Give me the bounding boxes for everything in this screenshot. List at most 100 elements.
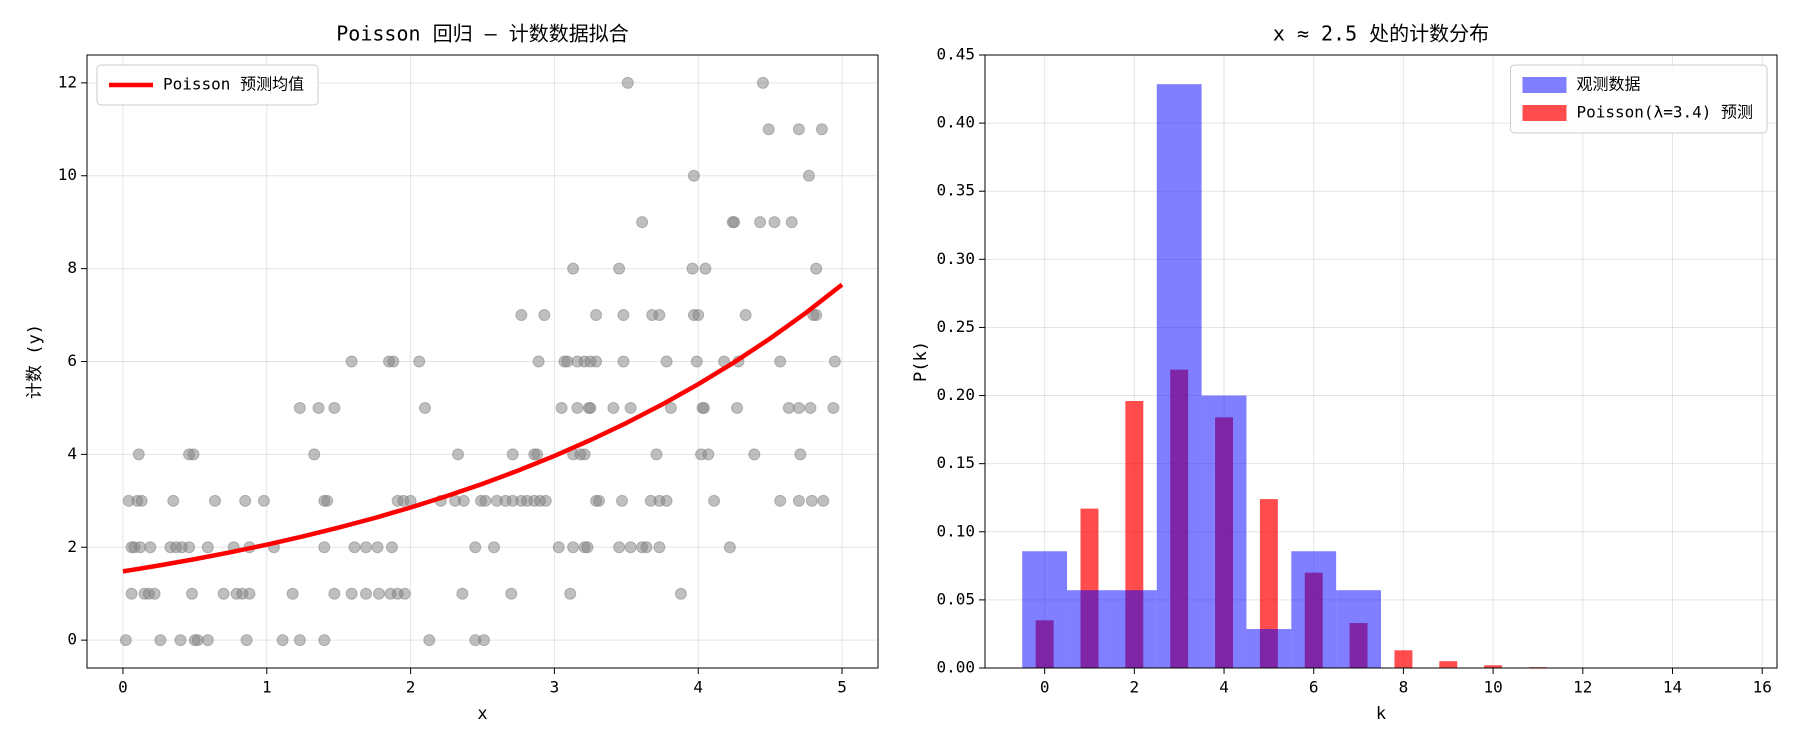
point [293, 401, 306, 414]
point [208, 494, 221, 507]
y-tick-label: 0.10 [936, 521, 975, 540]
point [731, 401, 744, 414]
point [217, 587, 230, 600]
y-tick-label: 0.45 [936, 45, 975, 64]
x-tick-label: 14 [1663, 678, 1682, 697]
point [660, 355, 673, 368]
point [664, 401, 677, 414]
point [345, 587, 358, 600]
point [708, 494, 721, 507]
point [119, 634, 132, 647]
histogram-bar [1336, 590, 1381, 668]
point [728, 216, 741, 229]
point [371, 541, 384, 554]
point [452, 448, 465, 461]
x-tick-label: 12 [1573, 678, 1592, 697]
point [590, 309, 603, 322]
point [584, 401, 597, 414]
point [479, 494, 492, 507]
y-tick-label: 12 [58, 72, 77, 91]
bar [1394, 650, 1413, 668]
point [318, 634, 331, 647]
point [418, 401, 431, 414]
point [723, 541, 736, 554]
point [532, 355, 545, 368]
point [539, 494, 552, 507]
point [185, 587, 198, 600]
point [827, 401, 840, 414]
point [276, 634, 289, 647]
point [748, 448, 761, 461]
histogram-bar [1022, 551, 1068, 668]
point [817, 494, 830, 507]
point [183, 541, 196, 554]
histogram-bar [1201, 395, 1247, 668]
point [312, 401, 325, 414]
point [286, 587, 299, 600]
histogram-bar [1111, 590, 1157, 668]
legend-box [1510, 64, 1768, 134]
point [754, 216, 767, 229]
x-tick-label: 1 [262, 678, 272, 697]
y-tick-label: 0.15 [936, 453, 975, 472]
point [624, 541, 637, 554]
point [567, 262, 580, 275]
point [488, 541, 501, 554]
point [592, 494, 605, 507]
point [804, 401, 817, 414]
chart-title: x ≈ 2.5 处的计数分布 [1273, 22, 1489, 46]
legend-label: Poisson 预测均值 [163, 75, 304, 94]
point [174, 634, 187, 647]
point [413, 355, 426, 368]
point [457, 494, 470, 507]
point [756, 76, 769, 89]
point [360, 587, 373, 600]
point [739, 309, 752, 322]
point [167, 494, 180, 507]
point [505, 587, 518, 600]
y-tick-label: 6 [67, 351, 77, 370]
x-axis-label: k [1376, 704, 1386, 724]
y-tick-label: 2 [67, 537, 77, 556]
point [201, 541, 214, 554]
point [372, 587, 385, 600]
point [564, 587, 577, 600]
point [802, 169, 815, 182]
chart-title: Poisson 回归 — 计数数据拟合 [336, 22, 628, 46]
histogram-bar [1156, 84, 1202, 669]
legend-swatch [1522, 77, 1567, 93]
point [782, 401, 795, 414]
point [828, 355, 841, 368]
point [774, 355, 787, 368]
x-axis-label: x [477, 704, 487, 724]
point [762, 123, 775, 136]
point [477, 634, 490, 647]
point [621, 76, 634, 89]
point [515, 309, 528, 322]
point [567, 541, 580, 554]
axes-frame [984, 54, 1778, 669]
y-tick-label: 0 [67, 630, 77, 649]
axes-frame [86, 54, 879, 669]
point [321, 494, 334, 507]
point [590, 355, 603, 368]
y-tick-label: 0.40 [936, 113, 975, 132]
y-tick-label: 8 [67, 258, 77, 277]
point [687, 169, 700, 182]
subplot: 0 2 4 6 8 10 12 14 16 0.00 0.05 0.10 0.15 0.20 0.25 0.3… [911, 22, 1778, 724]
point [555, 401, 568, 414]
point [135, 494, 148, 507]
point [257, 494, 270, 507]
y-tick-label: 0.00 [936, 658, 975, 677]
point [578, 448, 591, 461]
point [506, 448, 519, 461]
point [692, 309, 705, 322]
x-tick-label: 6 [1309, 678, 1319, 697]
point [132, 448, 145, 461]
point [423, 634, 436, 647]
point [561, 355, 574, 368]
point [531, 448, 544, 461]
point [187, 448, 200, 461]
point [613, 262, 626, 275]
